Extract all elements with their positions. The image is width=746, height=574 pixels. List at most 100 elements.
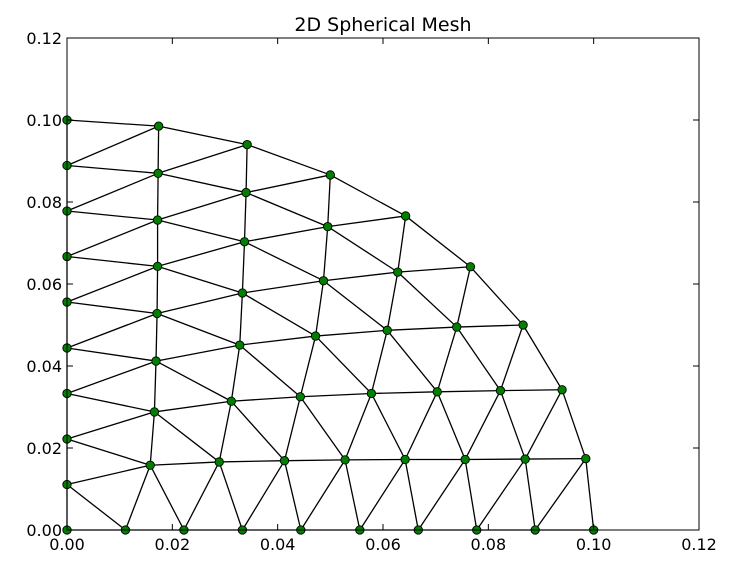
mesh-node [151, 356, 161, 366]
mesh-edge [314, 280, 325, 337]
mesh-edge [156, 266, 159, 314]
mesh-node [366, 388, 377, 399]
mesh-node [214, 457, 224, 467]
mesh-edge [124, 464, 151, 531]
mesh-edge [371, 391, 438, 395]
mesh-node [400, 211, 411, 221]
mesh-node [149, 407, 160, 417]
mesh-node [152, 308, 162, 319]
mesh-edge [534, 458, 587, 531]
mesh-edge [499, 324, 524, 391]
mesh-edge [154, 411, 220, 463]
mesh-edge [522, 324, 563, 391]
mesh-edge [327, 174, 331, 227]
mesh-edge [359, 459, 406, 531]
mesh-node [241, 187, 251, 198]
mesh-edge [244, 225, 328, 243]
y-tick-label: 0.08 [26, 193, 62, 212]
mesh-edge [66, 392, 155, 413]
mesh-edge [456, 324, 524, 328]
mesh-edge [150, 461, 220, 466]
mesh-edge [283, 460, 302, 531]
mesh-edge [66, 119, 159, 127]
mesh-edge [315, 335, 372, 394]
mesh-edge [218, 401, 232, 463]
mesh-edge [183, 461, 220, 531]
mesh-node [152, 261, 163, 272]
mesh-edge [66, 125, 159, 167]
mesh-edge [241, 241, 246, 294]
mesh-edge [149, 411, 156, 466]
mesh-edge [244, 241, 324, 282]
mesh-node [382, 325, 392, 335]
mesh-node [400, 454, 410, 465]
x-tick-label: 0.08 [471, 535, 507, 554]
x-tick-label: 0.10 [576, 535, 612, 554]
mesh-edge [245, 174, 331, 194]
mesh-node [452, 322, 462, 332]
mesh-edge [231, 396, 301, 402]
mesh-edge [157, 191, 247, 221]
mesh-edge [327, 215, 406, 228]
mesh-edge [230, 344, 241, 402]
mesh-node [242, 139, 252, 150]
mesh-edge [230, 400, 285, 462]
mesh-edge [156, 312, 240, 346]
mesh-edge [524, 389, 563, 460]
mesh-edge [464, 459, 478, 531]
mesh-edge [66, 411, 155, 440]
mesh-edge [386, 271, 399, 331]
mesh-edge [66, 312, 158, 349]
mesh-node [432, 387, 442, 397]
y-tick-label: 0.04 [26, 357, 62, 376]
mesh-edge [157, 241, 245, 267]
mesh-edge [66, 438, 151, 466]
mesh-edge [158, 125, 248, 146]
mesh-edge [66, 210, 158, 221]
y-tick-label: 0.12 [26, 29, 62, 48]
mesh-edge [405, 215, 471, 268]
mesh-edge [157, 172, 247, 194]
mesh-edge [456, 326, 501, 391]
mesh-edge [149, 464, 185, 531]
mesh-edge [386, 329, 438, 393]
y-tick-label: 0.00 [26, 521, 62, 540]
mesh-edge [239, 335, 316, 346]
mesh-node [325, 170, 335, 180]
mesh-edge [283, 396, 301, 461]
mesh-edge [157, 219, 245, 243]
mesh-edge [155, 360, 232, 402]
y-tick-label: 0.06 [26, 275, 62, 294]
mesh-edge [436, 391, 466, 460]
mesh-edge [370, 393, 406, 460]
mesh-node [393, 267, 403, 277]
mesh-node [235, 340, 245, 350]
mesh-node [340, 455, 350, 465]
mesh-edge [154, 400, 232, 413]
mesh-edge [397, 266, 471, 273]
mesh-edge [437, 389, 501, 393]
mesh-edge [153, 361, 157, 412]
x-tick-label: 0.12 [681, 535, 717, 554]
mesh-edge [66, 172, 159, 212]
mesh-node [495, 385, 506, 396]
mesh-edge [397, 271, 458, 328]
mesh-node [295, 392, 305, 402]
mesh-edge [300, 392, 372, 398]
x-tick-label: 0.06 [365, 535, 401, 554]
mesh-node [557, 385, 567, 395]
mesh-edge [245, 191, 328, 228]
mesh-edge [66, 164, 159, 174]
mesh-edge [500, 389, 563, 392]
mesh-edge [404, 459, 419, 531]
mesh-edge [155, 344, 240, 362]
mesh-edge [242, 292, 316, 337]
mesh-node [465, 262, 476, 272]
mesh-edge [299, 335, 317, 397]
mesh-node [237, 288, 248, 298]
mesh-edges [66, 119, 595, 531]
mesh-node [226, 396, 236, 406]
mesh-node [581, 454, 591, 464]
x-tick-label: 0.02 [155, 535, 191, 554]
plot-frame [66, 37, 700, 531]
